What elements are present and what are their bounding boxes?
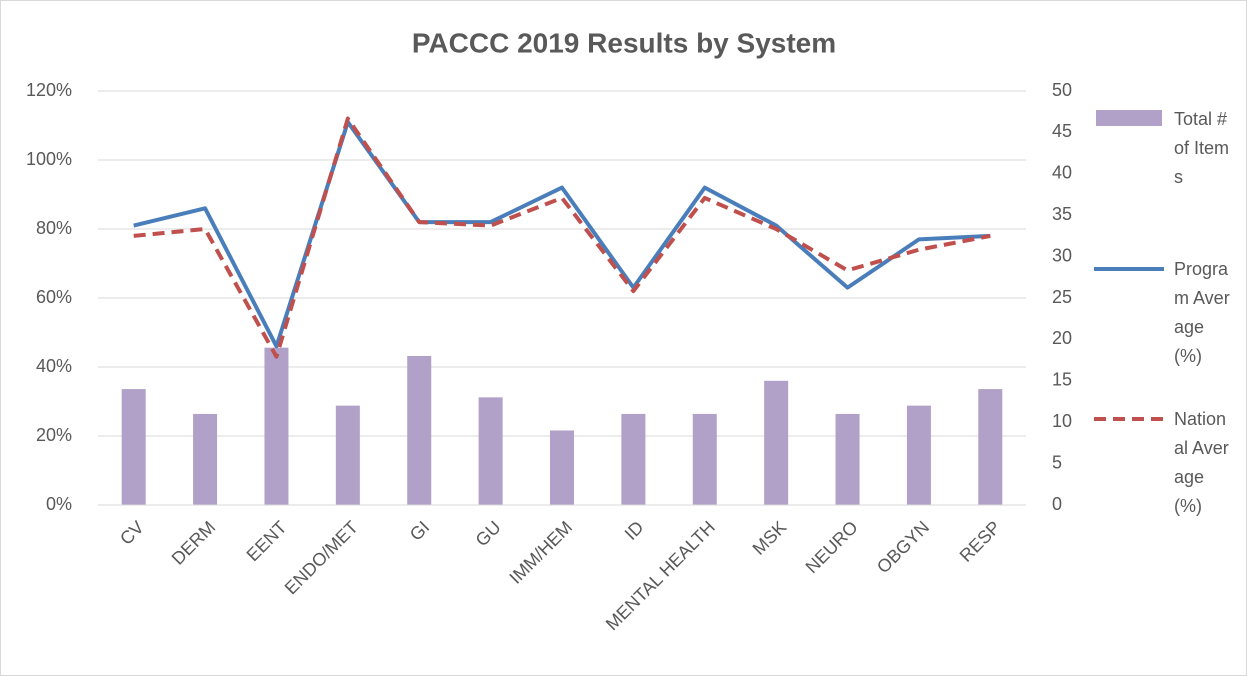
line-series [133,120,991,349]
y2-tick-label: 20 [1052,328,1072,348]
y2-tick-label: 40 [1052,163,1072,183]
bar [835,413,860,505]
y2-tick-label: 15 [1052,370,1072,390]
bar [692,413,717,505]
legend-label: National Average (%) [1174,409,1229,516]
legend-swatch [1096,110,1162,126]
bar [121,389,146,505]
bar [407,355,432,505]
y2-tick-label: 50 [1052,80,1072,100]
legend-item: Total # of Items [1092,105,1242,192]
y2-tick-label: 25 [1052,287,1072,307]
bar [764,380,789,505]
y-tick-label: 100% [26,149,72,169]
legend-swatch [1094,417,1164,421]
legend-item: Program Average (%) [1092,255,1242,371]
bar [550,430,574,505]
y-tick-label: 20% [36,425,72,445]
y-tick-label: 120% [26,80,72,100]
y2-tick-label: 10 [1052,411,1072,431]
bar [264,347,289,505]
bar [978,389,1003,505]
legend-item: National Average (%) [1092,405,1242,521]
legend-label: Total # of Items [1174,109,1230,187]
y2-tick-label: 0 [1052,494,1062,514]
y-tick-label: 60% [36,287,72,307]
y2-tick-label: 5 [1052,452,1062,472]
y-tick-label: 0% [46,494,72,514]
line-series [133,116,991,359]
legend-swatch [1094,267,1164,271]
y-tick-label: 40% [36,356,72,376]
chart-title: PACCC 2019 Results by System [412,27,836,58]
bar [478,397,503,505]
bar [335,405,360,505]
bar [621,413,646,505]
y2-tick-label: 45 [1052,121,1072,141]
legend-label: Program Average (%) [1174,259,1230,366]
y2-tick-label: 35 [1052,204,1072,224]
bar [193,413,218,505]
y-tick-label: 80% [36,218,72,238]
bar [906,405,931,505]
y2-tick-label: 30 [1052,245,1072,265]
